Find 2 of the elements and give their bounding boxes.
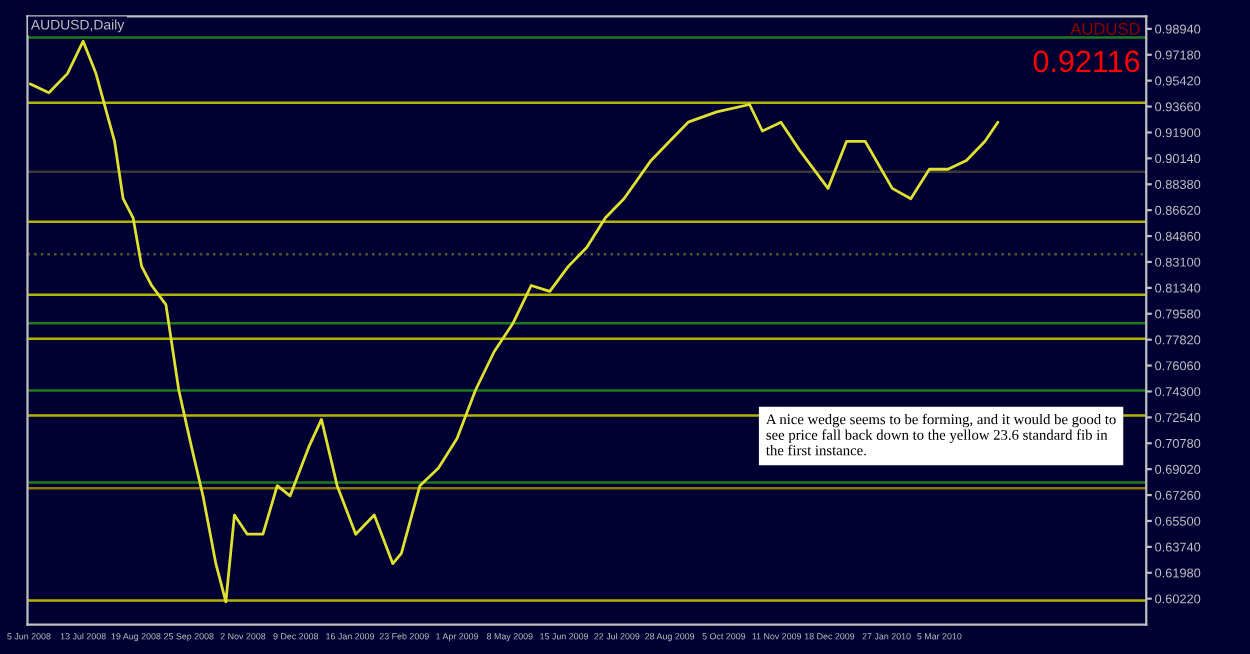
annotation: 0.92116: [1033, 50, 1140, 73]
annotation: AUDUSD: [1070, 22, 1140, 35]
